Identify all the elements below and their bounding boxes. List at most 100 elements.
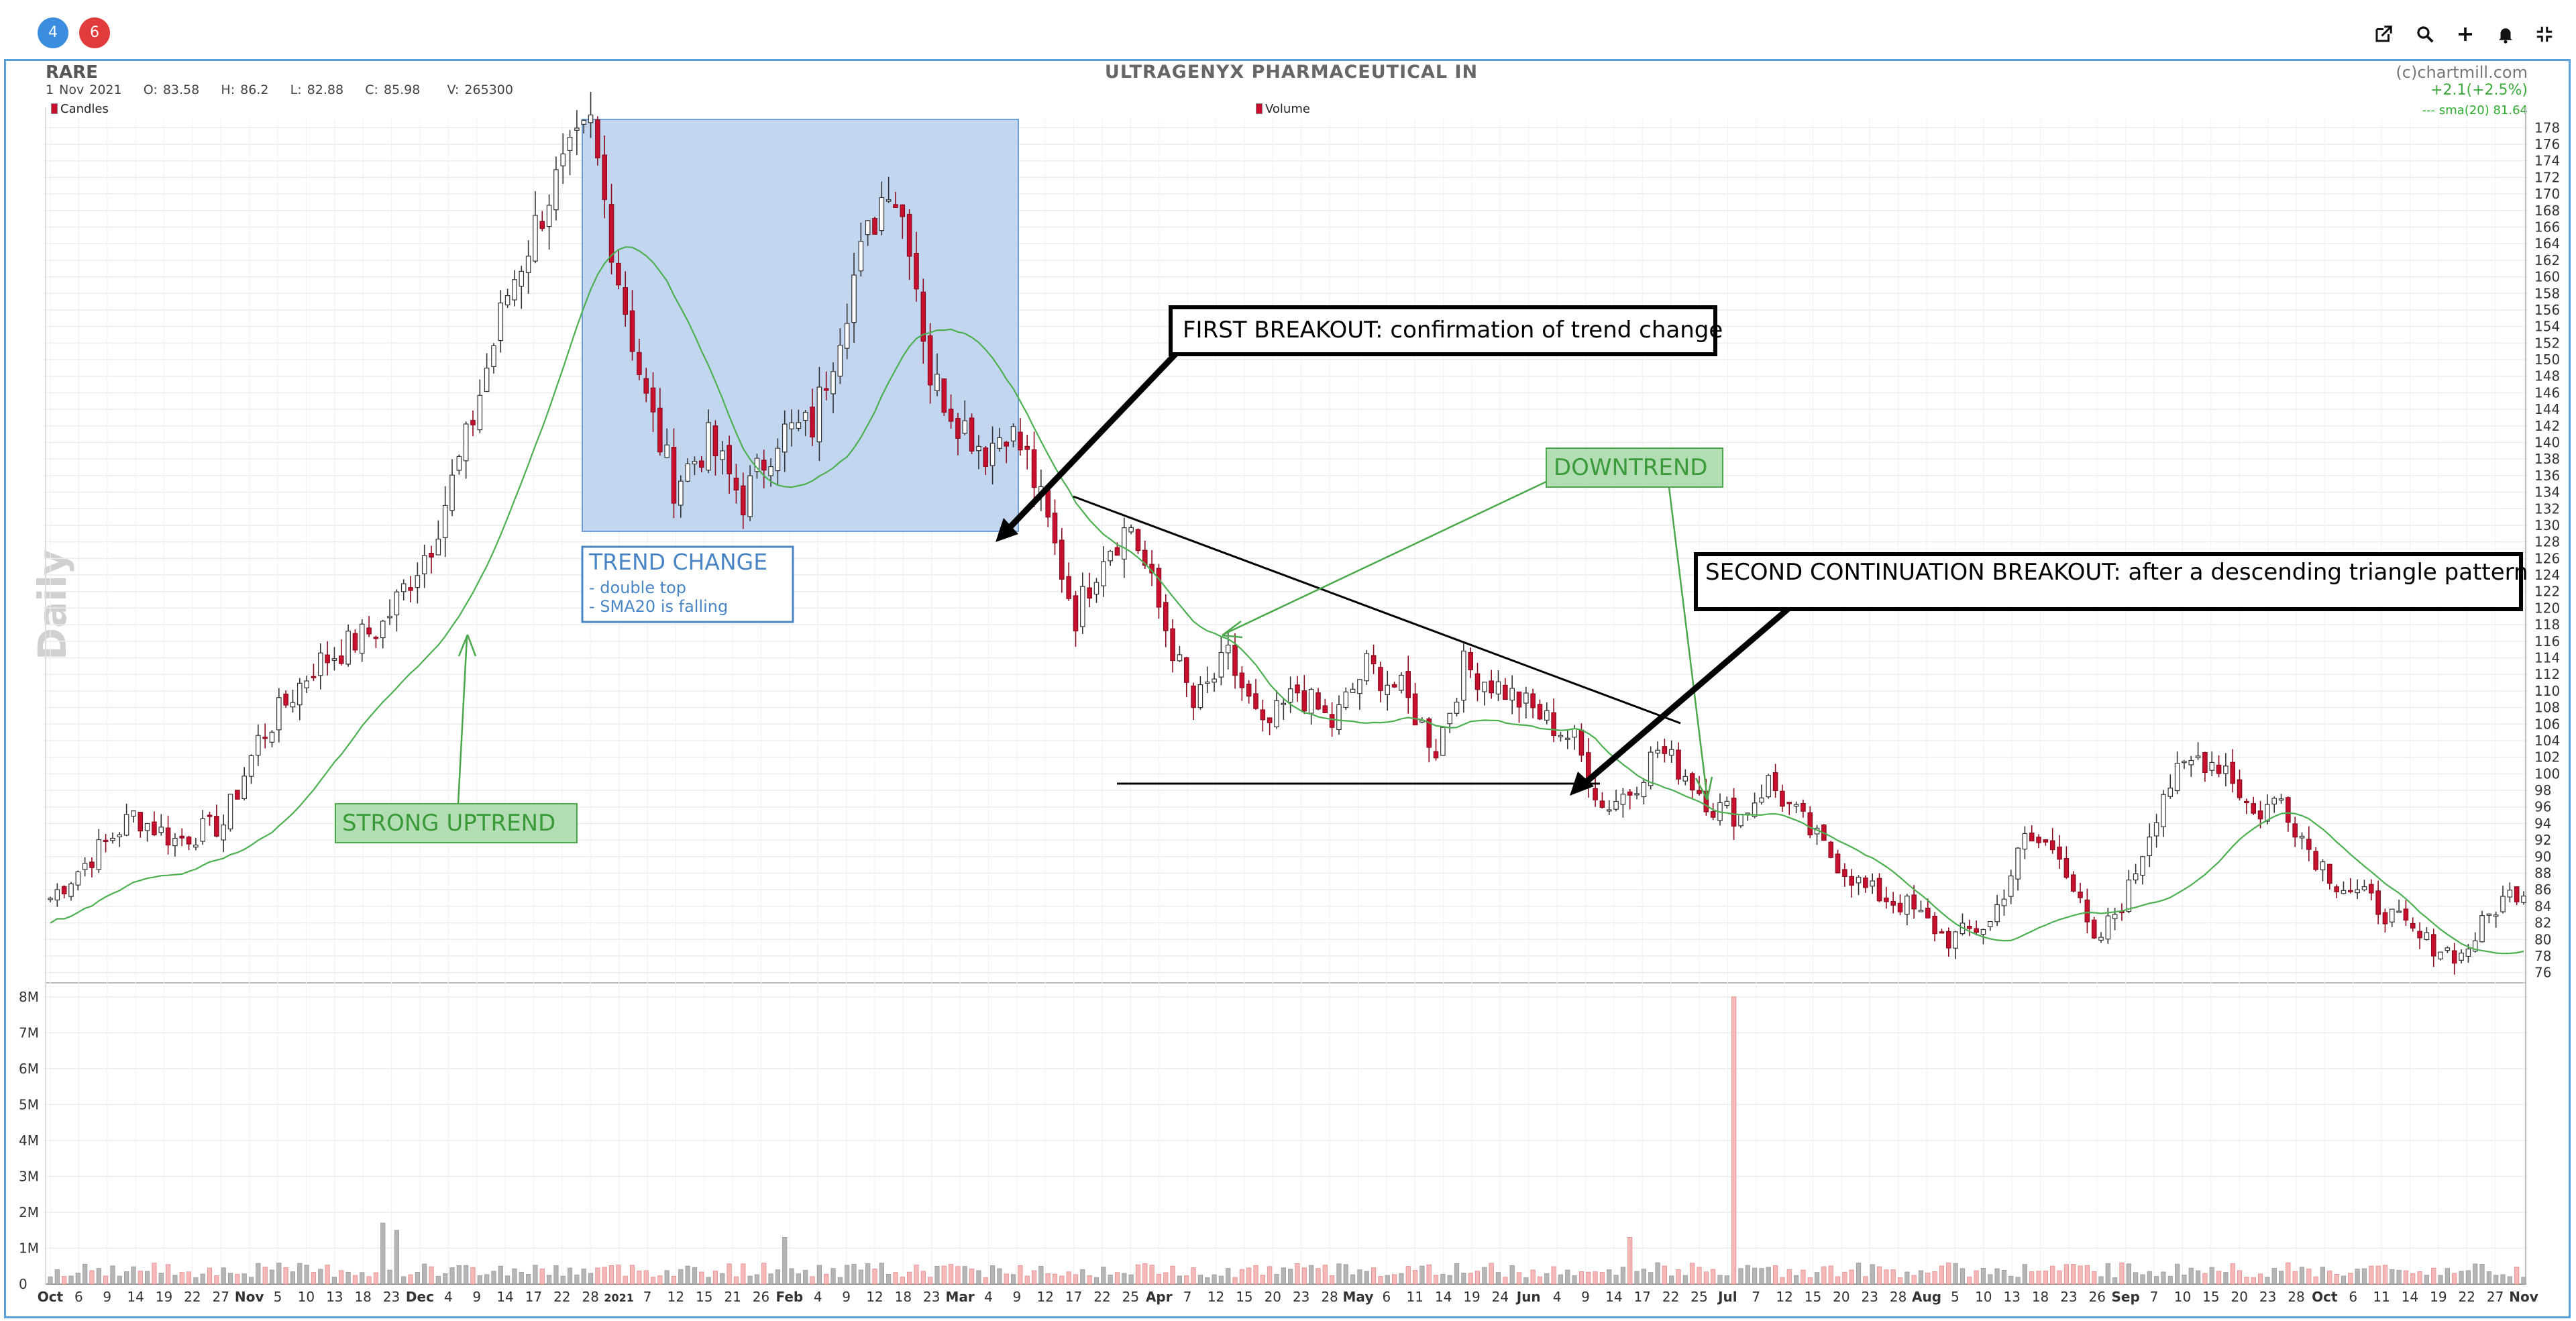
trend-change-annotation: TREND CHANGE - double top - SMA20 is fal… bbox=[581, 545, 794, 623]
date-tick-label: 17 bbox=[1634, 1289, 1651, 1305]
volume-bar bbox=[1974, 1270, 1979, 1285]
candle-body bbox=[380, 621, 386, 639]
candle-body bbox=[1786, 802, 1792, 804]
candle-body bbox=[567, 136, 573, 151]
volume-bar bbox=[712, 1271, 718, 1285]
volume-bar bbox=[1669, 1275, 1674, 1285]
price-tick-label: 124 bbox=[2534, 567, 2560, 583]
date-tick-label: Nov bbox=[235, 1289, 264, 1305]
volume-bar bbox=[2092, 1271, 2097, 1285]
candle-body bbox=[1904, 896, 1910, 915]
price-tick-label: 126 bbox=[2534, 550, 2560, 566]
volume-tick-label: 6M bbox=[19, 1061, 39, 1077]
volume-bar bbox=[1405, 1266, 1411, 1285]
ohlc-readout: 1 Nov 2021 O: 83.58 H: 86.2 L: 82.88 C: … bbox=[46, 83, 513, 97]
candle-body bbox=[400, 583, 407, 592]
sma-legend[interactable]: --- sma(20) 81.64 bbox=[2422, 103, 2528, 117]
volume-tick-label: 8M bbox=[19, 989, 39, 1005]
search-icon[interactable] bbox=[2415, 24, 2435, 44]
volume-bar bbox=[415, 1271, 420, 1285]
candle-body bbox=[1801, 802, 1806, 812]
candle-body bbox=[1828, 841, 1834, 858]
external-link-icon[interactable] bbox=[2373, 24, 2394, 44]
collapse-icon[interactable] bbox=[2534, 24, 2555, 44]
candle-body bbox=[2493, 914, 2499, 917]
candle-body bbox=[872, 218, 877, 235]
candles-legend[interactable]: Candles bbox=[51, 102, 109, 116]
date-tick-label: 15 bbox=[696, 1289, 712, 1305]
candle-body bbox=[387, 615, 392, 619]
candle-body bbox=[2084, 899, 2090, 922]
candle-body bbox=[608, 204, 614, 263]
volume-bar bbox=[1135, 1264, 1141, 1285]
candle-body bbox=[539, 221, 545, 229]
volume-bar bbox=[2223, 1272, 2229, 1285]
volume-bar bbox=[1759, 1268, 1764, 1285]
volume-bar bbox=[1018, 1265, 1023, 1285]
volume-legend[interactable]: Volume bbox=[1256, 102, 1310, 116]
candle-body bbox=[2153, 822, 2159, 837]
candle-body bbox=[706, 422, 711, 471]
date-tick-label: 5 bbox=[1951, 1289, 1960, 1305]
volume-bar bbox=[2382, 1265, 2388, 1285]
candle-body bbox=[602, 154, 608, 201]
volume-bar bbox=[1731, 996, 1737, 1285]
volume-bar bbox=[2265, 1277, 2270, 1285]
date-tick-label: 20 bbox=[1833, 1289, 1849, 1305]
candle-body bbox=[2174, 763, 2180, 792]
volume-bar bbox=[1093, 1277, 1099, 1285]
candle-body bbox=[158, 827, 164, 833]
bell-icon[interactable] bbox=[2496, 24, 2516, 44]
candle-body bbox=[761, 460, 767, 471]
volume-bar bbox=[1205, 1277, 1210, 1285]
volume-bar bbox=[1946, 1263, 1951, 1285]
price-tick-label: 132 bbox=[2534, 500, 2560, 517]
candle-body bbox=[1676, 749, 1681, 780]
date-tick-label: 20 bbox=[2231, 1289, 2247, 1305]
candle-body bbox=[408, 587, 413, 591]
candle-body bbox=[2286, 797, 2291, 823]
candle-body bbox=[2361, 886, 2367, 890]
notification-badge-blue[interactable]: 4 bbox=[38, 17, 68, 48]
copyright[interactable]: (c)chartmill.com bbox=[2396, 63, 2528, 82]
candle-body bbox=[2265, 804, 2270, 822]
date-tick-label: 23 bbox=[2259, 1289, 2276, 1305]
candle-body bbox=[1281, 702, 1287, 705]
price-tick-label: 100 bbox=[2534, 765, 2560, 782]
date-tick-label: 18 bbox=[2032, 1289, 2049, 1305]
volume-bar bbox=[2438, 1275, 2443, 1285]
candle-body bbox=[1987, 920, 1993, 927]
candle-body bbox=[1980, 929, 1986, 935]
candle-body bbox=[2063, 858, 2070, 878]
volume-bar bbox=[2202, 1273, 2208, 1285]
volume-bar bbox=[2390, 1269, 2395, 1285]
volume-bar bbox=[1004, 1273, 1009, 1285]
volume-bar bbox=[2161, 1271, 2166, 1285]
volume-bar bbox=[325, 1265, 330, 1285]
candle-body bbox=[2507, 890, 2513, 898]
candle-body bbox=[1232, 645, 1238, 676]
candle-body bbox=[304, 680, 309, 688]
volume-bar bbox=[2521, 1277, 2526, 1285]
price-tick-label: 82 bbox=[2534, 915, 2551, 931]
candle-body bbox=[1461, 650, 1466, 701]
volume-bar bbox=[1953, 1263, 1958, 1285]
price-tick-label: 98 bbox=[2534, 782, 2551, 798]
volume-bar bbox=[83, 1263, 88, 1285]
plus-icon[interactable] bbox=[2455, 24, 2475, 44]
candle-body bbox=[1024, 445, 1030, 450]
candle-body bbox=[976, 445, 981, 452]
candle-body bbox=[643, 378, 649, 394]
volume-bar bbox=[2126, 1263, 2131, 1285]
volume-bar bbox=[1059, 1275, 1065, 1285]
notification-badge-red[interactable]: 6 bbox=[79, 17, 110, 48]
candle-body bbox=[519, 270, 525, 287]
candle-body bbox=[89, 861, 95, 868]
volume-bar bbox=[616, 1265, 621, 1285]
date-tick-label: 6 bbox=[2349, 1289, 2357, 1305]
volume-bar bbox=[117, 1275, 122, 1285]
volume-bar bbox=[1842, 1271, 1847, 1285]
candle-body bbox=[283, 693, 288, 706]
candle-body bbox=[1509, 688, 1515, 701]
